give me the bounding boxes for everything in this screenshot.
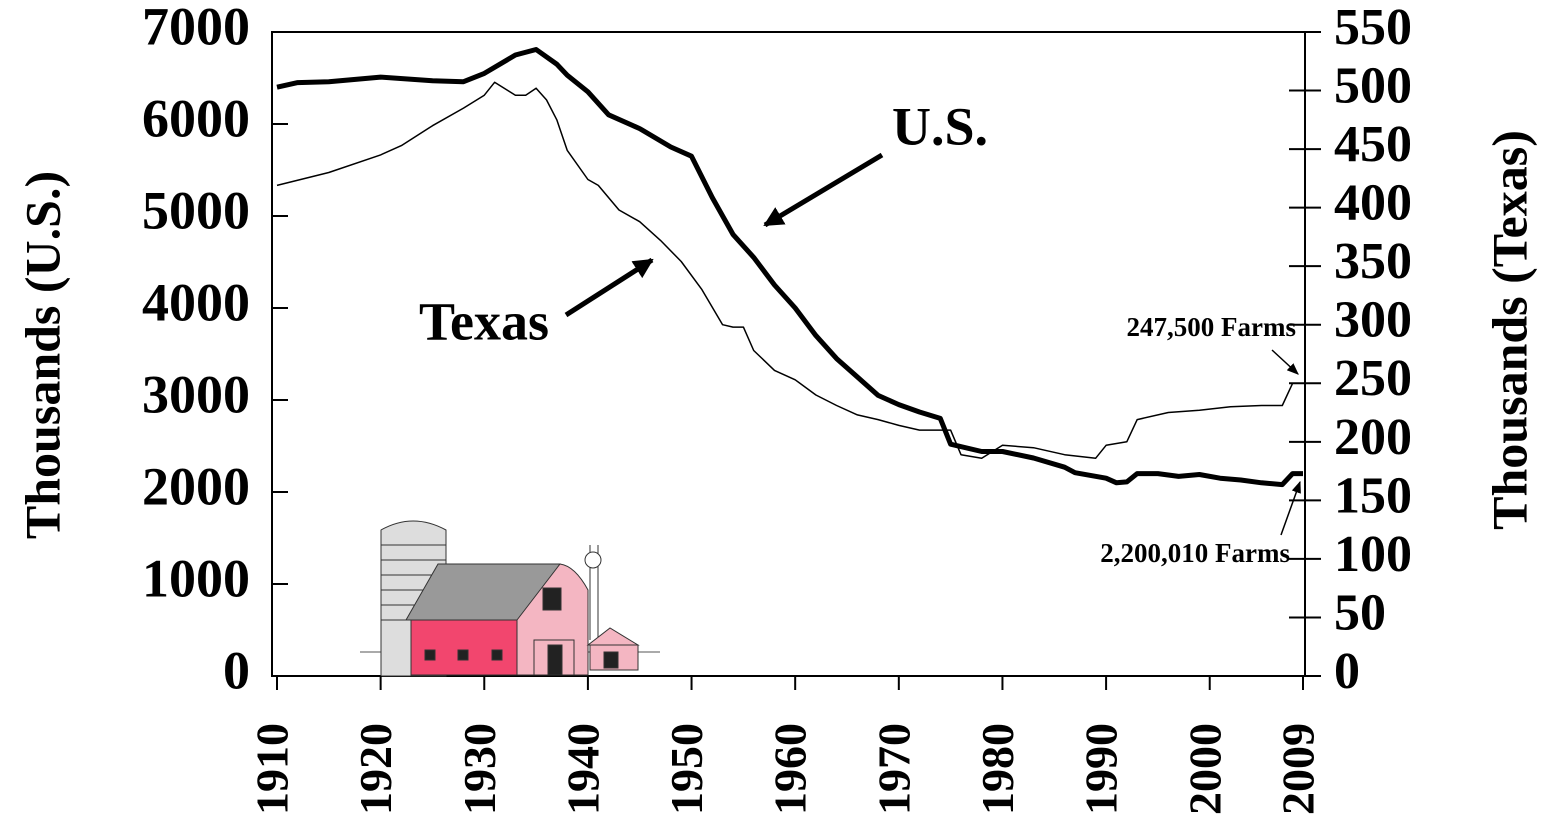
annotation: 2,200,010 Farms	[1100, 538, 1290, 568]
x-tick-label: 1920	[350, 723, 401, 815]
x-tick-label: 1950	[661, 723, 712, 815]
y2-tick-label: 400	[1334, 175, 1412, 232]
x-tick-label: 1930	[454, 723, 505, 815]
x-tick-label: 2000	[1179, 723, 1230, 815]
y-tick-label: 6000	[142, 88, 250, 148]
y2-tick-label: 100	[1334, 526, 1412, 583]
annotation: 247,500 Farms	[1127, 312, 1296, 342]
annotation-arrow	[1271, 349, 1299, 375]
texas-arrow	[564, 257, 654, 318]
y2-tick-label: 50	[1334, 584, 1386, 641]
series-annotation: U.S.	[892, 96, 988, 156]
y-tick-label: 2000	[142, 456, 250, 516]
y2-tick-label: 150	[1334, 467, 1412, 524]
y-tick-label: 0	[223, 640, 250, 700]
y2-tick-label: 550	[1334, 0, 1412, 56]
y-tick-label: 3000	[142, 364, 250, 424]
y2-tick-label: 0	[1334, 643, 1360, 700]
y-tick-label: 1000	[142, 548, 250, 608]
series-annotation: Texas	[419, 291, 549, 351]
y2-tick-label: 500	[1334, 57, 1412, 114]
x-tick-label: 1980	[972, 723, 1023, 815]
y-tick-label: 7000	[142, 0, 250, 56]
us-arrow	[763, 152, 884, 228]
y2-tick-label: 200	[1334, 409, 1412, 466]
x-tick-label: 1910	[247, 723, 298, 815]
y-axis-label: Thousands (U.S.)	[14, 171, 70, 539]
y2-tick-label: 450	[1334, 116, 1412, 173]
x-tick-label: 1990	[1076, 723, 1127, 815]
x-tick-label: 1960	[765, 723, 816, 815]
y2-tick-label: 350	[1334, 233, 1412, 290]
y2-tick-label: 250	[1334, 350, 1412, 407]
y2-tick-label: 300	[1334, 292, 1412, 349]
annotation-arrow	[1280, 480, 1301, 536]
barn-clipart	[360, 520, 660, 677]
y-tick-label: 4000	[142, 272, 250, 332]
series-line	[276, 81, 1303, 459]
series-line	[276, 47, 1303, 488]
y-tick-label: 5000	[142, 180, 250, 240]
plot-frame	[271, 31, 1306, 677]
y2-axis-label: Thousands (Texas)	[1481, 130, 1537, 530]
x-tick-label: 1940	[557, 723, 608, 815]
x-tick-label: 2009	[1273, 723, 1324, 815]
x-tick-label: 1970	[868, 723, 919, 815]
